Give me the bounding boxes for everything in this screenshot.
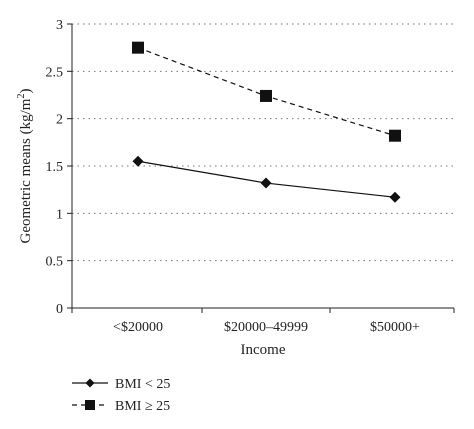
x-tick-label: $20000–49999 — [224, 320, 308, 335]
legend-label: BMI < 25 — [115, 377, 170, 392]
y-tick-label: 0 — [56, 302, 63, 317]
data-point — [389, 191, 401, 203]
y-axis-label: Geometric means (kg/m2) — [16, 89, 34, 244]
y-ticks: 0 0.5 1 1.5 2 2.5 3 — [46, 18, 72, 317]
legend-label: BMI ≥ 25 — [115, 399, 170, 414]
y-tick-label: 0.5 — [46, 255, 64, 270]
data-point — [389, 129, 401, 142]
x-tick-label: <$20000 — [113, 320, 163, 335]
grid-lines — [72, 23, 454, 262]
y-tick-label: 2.5 — [46, 65, 64, 80]
y-tick-label: 1 — [56, 207, 63, 222]
y-tick-label: 1.5 — [46, 160, 64, 175]
x-tick-label: $50000+ — [370, 320, 420, 335]
y-axis-label-close: ) — [18, 89, 34, 94]
y-axis-label-main: Geometric means (kg/m — [18, 98, 34, 243]
data-point — [132, 155, 144, 167]
y-axis-label-sup: 2 — [16, 94, 27, 99]
data-point — [260, 177, 272, 189]
legend-marker — [85, 378, 95, 388]
x-axis-label: Income — [241, 342, 286, 358]
data-point — [260, 89, 272, 102]
y-tick-label: 2 — [56, 113, 63, 128]
y-tick-label: 3 — [56, 18, 63, 33]
legend: BMI < 25 BMI ≥ 25 — [72, 377, 170, 414]
x-ticks: <$20000 $20000–49999 $50000+ — [71, 308, 455, 335]
data-point — [132, 41, 144, 54]
legend-marker — [85, 400, 95, 410]
series-group — [132, 41, 401, 203]
